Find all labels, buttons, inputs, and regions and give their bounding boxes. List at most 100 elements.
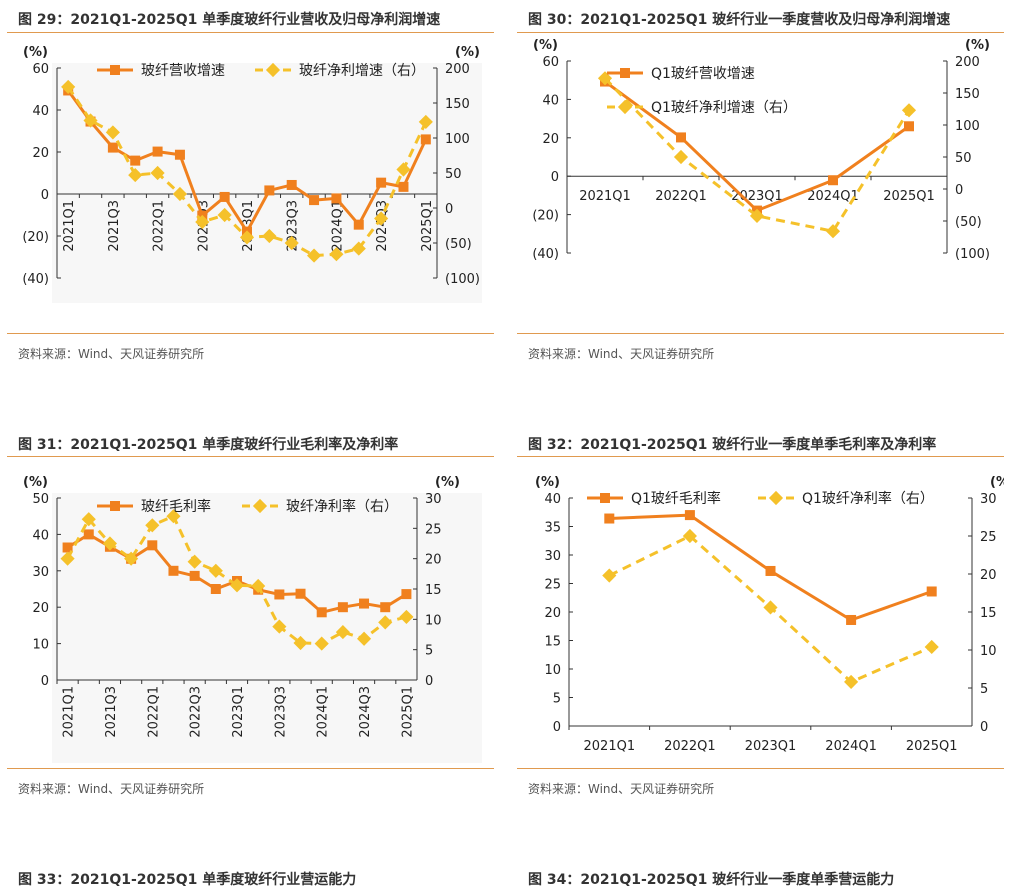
y-tick-label-left: 15 <box>544 635 561 650</box>
chart-29: (%) (40) (20) 0 20 40 60 (%) (100) (50) 0 50 100 150 2… <box>22 45 482 303</box>
y-tick-label-right: 25 <box>425 522 442 537</box>
data-point-square <box>62 542 73 553</box>
data-point-square <box>337 602 348 613</box>
y-tick-label-right: 150 <box>445 97 470 112</box>
data-point-square <box>684 510 695 521</box>
x-tick-label: 2021Q1 <box>584 739 636 754</box>
legend-marker-square <box>620 68 630 78</box>
x-tick-label: 2024Q1 <box>807 189 859 204</box>
data-point-diamond <box>262 228 277 244</box>
data-point-square <box>219 191 230 202</box>
data-point-diamond <box>418 114 433 129</box>
data-point-square <box>376 177 387 188</box>
y-axis-left-label: (%) <box>23 45 48 60</box>
source-rule-32 <box>517 768 1004 769</box>
data-point-diamond <box>597 71 613 86</box>
data-point-diamond <box>602 568 617 583</box>
x-tick-label: 2023Q1 <box>745 739 797 754</box>
y-tick-label-left: 0 <box>41 674 49 689</box>
x-tick-label: 2021Q1 <box>62 686 77 738</box>
data-point-diamond <box>673 149 689 165</box>
data-point-diamond <box>749 208 765 223</box>
data-point-diamond <box>901 103 917 118</box>
data-point-square <box>380 602 391 613</box>
figure-title-33: 图 33：2021Q1-2025Q1 单季度玻纤行业营运能力 <box>18 872 357 888</box>
y-axis-left-label: (%) <box>533 38 558 53</box>
legend-label: 玻纤净利增速（右） <box>299 63 425 79</box>
x-tick-label: 2025Q1 <box>420 200 435 252</box>
data-point-diamond <box>306 248 322 263</box>
data-point-diamond <box>172 186 188 202</box>
data-point-square <box>904 121 914 132</box>
y-axis-right-label: (%) <box>965 38 990 53</box>
data-point-diamond <box>217 207 232 223</box>
plot-background <box>52 493 482 763</box>
data-point-diamond <box>314 636 329 651</box>
legend-label: Q1玻纤营收增速 <box>651 66 755 82</box>
data-point-square <box>189 570 200 581</box>
legend-marker-square <box>110 501 120 511</box>
data-point-square <box>309 195 320 206</box>
x-tick-label: 2021Q1 <box>579 189 631 204</box>
legend-marker-diamond <box>265 62 281 78</box>
data-point-diamond <box>335 625 350 640</box>
y-tick-label-left: 50 <box>32 492 49 507</box>
y-tick-label-right: 20 <box>980 568 997 583</box>
data-point-diamond <box>81 512 96 527</box>
data-point-square <box>174 149 185 160</box>
y-tick-label-left: 60 <box>542 55 559 70</box>
legend-marker-diamond <box>768 490 784 506</box>
data-point-square <box>286 179 297 190</box>
x-tick-label: 2024Q1 <box>316 686 331 738</box>
y-tick-label-right: 25 <box>980 530 997 545</box>
chart-30: (%) (40) (20) 0 20 40 60 (%) (100) (50) 0 50 100 150 2… <box>532 38 990 262</box>
x-tick-label: 2024Q1 <box>825 739 877 754</box>
data-point-diamond <box>396 162 411 177</box>
legend-marker-square <box>110 65 120 75</box>
y-tick-label-left: (40) <box>532 247 559 262</box>
y-tick-label-right: 0 <box>445 202 453 217</box>
y-tick-label-left: 20 <box>32 146 49 161</box>
source-note-31: 资料来源：Wind、天风证券研究所 <box>18 782 205 796</box>
series-line-2 <box>66 514 407 646</box>
x-tick-label: 2023Q3 <box>273 686 288 738</box>
data-point-diamond <box>399 609 414 624</box>
y-tick-label-left: 5 <box>553 692 561 707</box>
x-tick-label: 2022Q1 <box>664 739 716 754</box>
y-tick-label-left: 20 <box>32 601 49 616</box>
data-point-square <box>401 589 412 600</box>
x-tick-label: 2024Q1 <box>330 200 345 252</box>
y-tick-label-left: 40 <box>542 93 559 108</box>
y-tick-label-left: 60 <box>32 62 49 77</box>
y-tick-label-left: 30 <box>544 549 561 564</box>
y-tick-label-left: (20) <box>22 230 49 245</box>
data-point-square <box>147 540 158 551</box>
chart-32: (%) 0 5 10 15 20 25 30 35 40 (%) 0 5 10 15 20 25 30 2021Q1… <box>535 475 1004 754</box>
data-point-diamond <box>825 224 841 239</box>
legend-label: Q1玻纤净利率（右） <box>802 490 934 507</box>
data-point-square <box>83 529 94 540</box>
y-axis-right-label: (%) <box>990 475 1004 490</box>
y-tick-label-left: (40) <box>22 272 49 287</box>
y-tick-label-left: 10 <box>32 638 49 653</box>
y-tick-label-right: 150 <box>955 87 980 102</box>
data-point-square <box>353 219 364 230</box>
x-tick-label: 2021Q3 <box>104 686 119 738</box>
data-point-square <box>331 193 342 204</box>
plot-background <box>52 63 482 303</box>
data-point-square <box>107 142 118 153</box>
data-point-square <box>398 181 409 192</box>
data-point-diamond <box>351 241 366 256</box>
data-point-square <box>926 586 937 597</box>
y-tick-label-right: 15 <box>425 583 442 598</box>
y-tick-label-right: 50 <box>955 151 972 166</box>
y-tick-label-right: 0 <box>980 720 988 735</box>
y-tick-label-right: 0 <box>425 674 433 689</box>
legend-label: Q1玻纤净利增速（右） <box>651 100 797 116</box>
x-tick-label: 2024Q3 <box>358 686 373 738</box>
data-point-diamond <box>374 211 389 226</box>
y-axis-left-label: (%) <box>23 475 48 490</box>
y-tick-label-left: 0 <box>41 188 49 203</box>
y-tick-label-right: 30 <box>980 492 997 507</box>
source-rule-29 <box>7 333 494 334</box>
